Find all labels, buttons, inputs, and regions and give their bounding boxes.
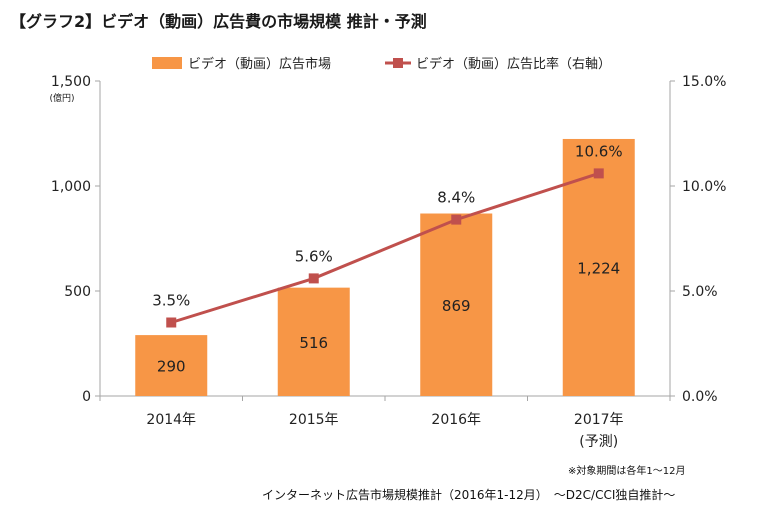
ratio-point-3 [593, 168, 604, 179]
bar-2 [420, 213, 493, 396]
ratio-point-1 [308, 273, 319, 284]
left-tick-label: 1,500 [51, 74, 91, 90]
bar-value-label: 290 [157, 358, 186, 376]
period-note: ※対象期間は各年1～12月 [568, 466, 686, 477]
x-tick-label: 2016年 [431, 412, 481, 428]
legend-line-marker [393, 58, 403, 68]
ratio-point-2 [451, 214, 462, 225]
bar-1 [277, 287, 350, 396]
left-tick-label: 1,000 [51, 179, 91, 195]
right-tick-label: 10.0% [682, 179, 726, 195]
ratio-value-label: 8.4% [437, 189, 475, 207]
bar-value-label: 1,224 [577, 259, 620, 277]
right-tick-label: 5.0% [682, 284, 718, 300]
ratio-value-label: 10.6% [575, 142, 623, 160]
ratio-value-label: 3.5% [152, 292, 190, 310]
source-note: インターネット広告市場規模推計（2016年1-12月） ～D2C/CCI独自推計… [262, 488, 676, 502]
x-tick-label: 2017年 [574, 412, 624, 428]
x-tick-sublabel: (予測) [579, 434, 618, 450]
right-tick-label: 15.0% [682, 74, 726, 90]
ratio-value-label: 5.6% [295, 247, 333, 265]
x-tick-label: 2014年 [146, 412, 196, 428]
legend-bar-label: ビデオ（動画）広告市場 [188, 56, 331, 72]
right-tick-label: 0.0% [682, 389, 718, 405]
chart-title: 【グラフ2】ビデオ（動画）広告費の市場規模 推計・予測 [10, 12, 427, 31]
left-tick-label: 0 [82, 389, 91, 405]
bar-value-label: 869 [442, 297, 471, 315]
ratio-line [170, 171, 600, 324]
legend-bar-swatch [152, 57, 182, 69]
x-tick-label: 2015年 [289, 412, 339, 428]
bar-0 [135, 335, 208, 396]
left-tick-label: 500 [64, 284, 91, 300]
left-axis-unit: (億円) [49, 92, 74, 104]
bar-value-label: 516 [299, 334, 328, 352]
ratio-point-0 [166, 317, 177, 328]
legend-line-label: ビデオ（動画）広告比率（右軸） [416, 56, 611, 72]
